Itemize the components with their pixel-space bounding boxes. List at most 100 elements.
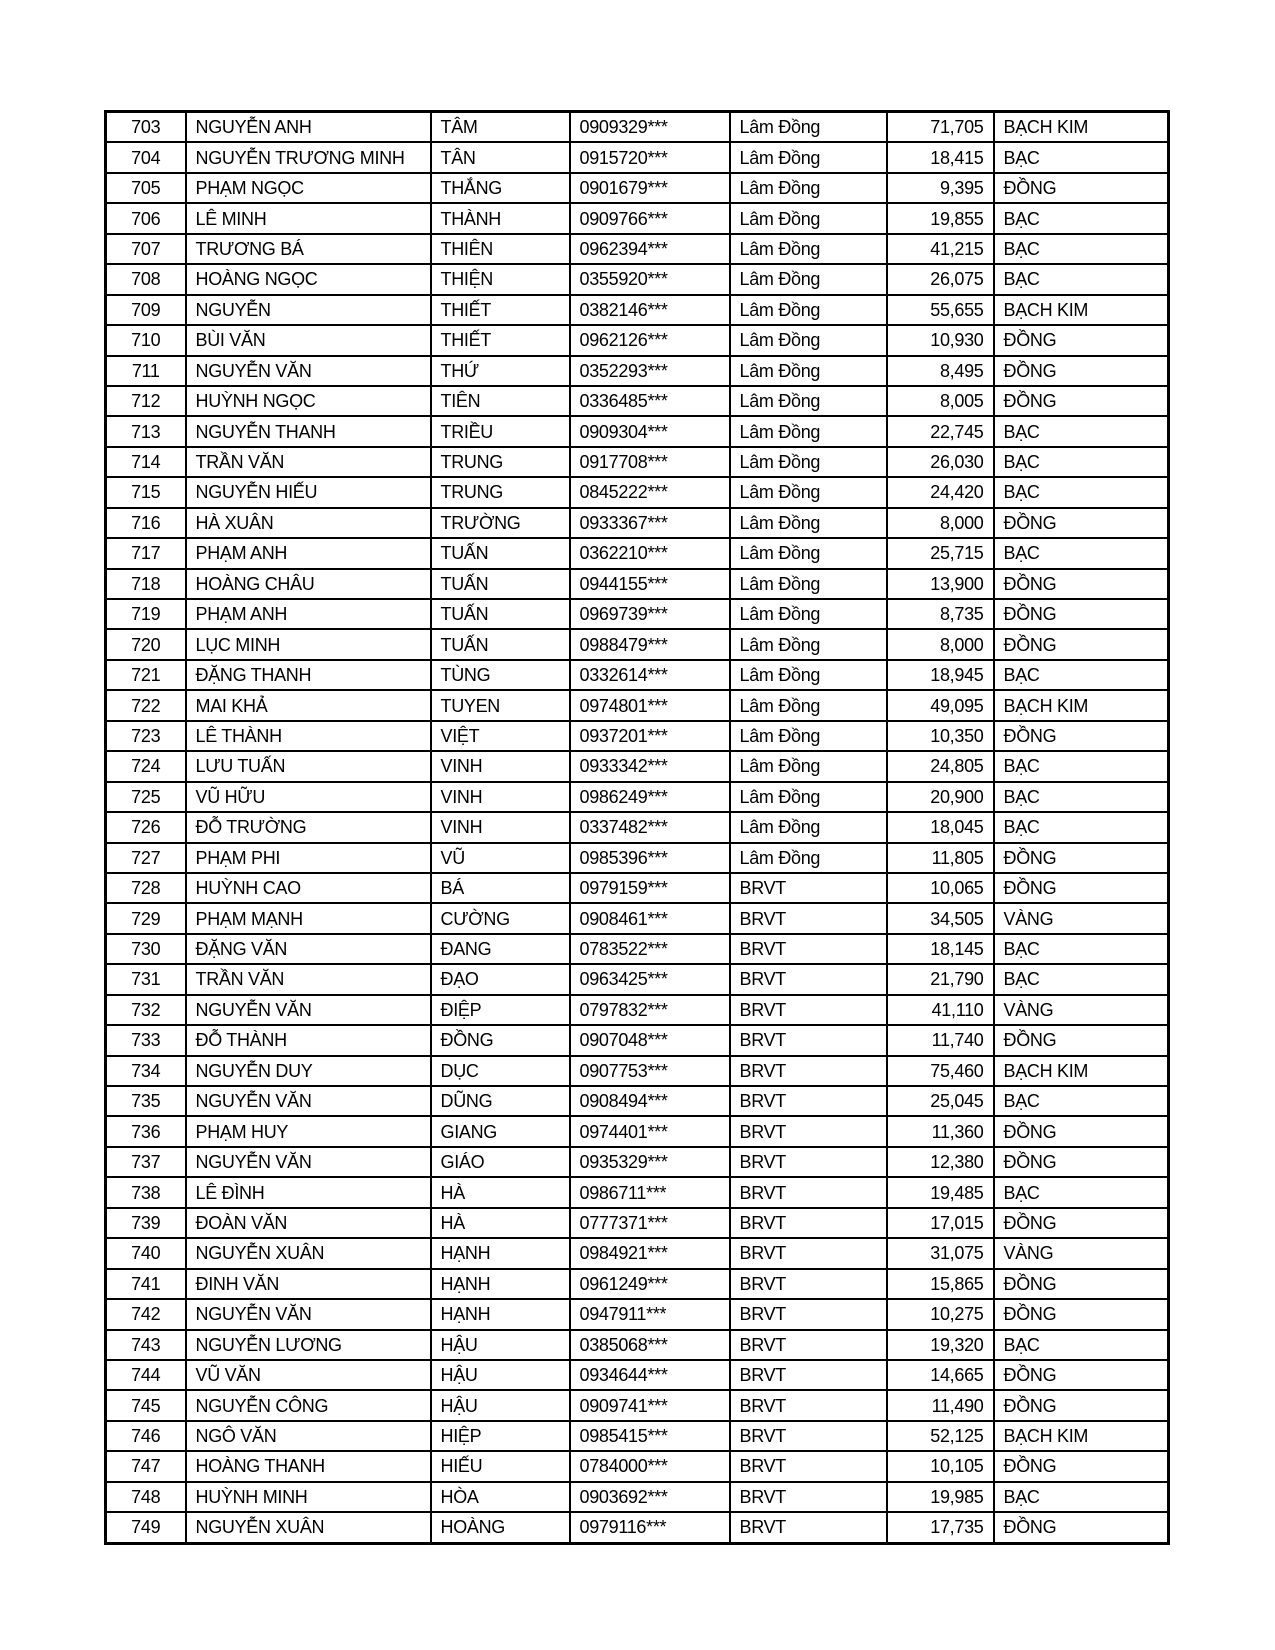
cell-points: 25,715	[885, 537, 995, 570]
cell-index: 708	[104, 263, 187, 296]
cell-province: Lâm Đồng	[728, 141, 888, 174]
table-row: 731 TRẦN VĂN ĐẠO 0963425*** BRVT 21,790 BẠC	[104, 963, 1170, 996]
cell-points: 22,745	[885, 415, 995, 448]
cell-province: BRVT	[728, 1237, 888, 1270]
cell-points: 11,740	[885, 1024, 995, 1057]
cell-points: 75,460	[885, 1054, 995, 1088]
table-row: 727 PHẠM PHI VŨ 0985396*** Lâm Đồng 11,805 ĐỒN…	[104, 841, 1170, 874]
cell-first-name: TIÊN	[429, 384, 571, 418]
cell-last-name: PHẠM ANH	[184, 537, 432, 570]
cell-province: Lâm Đồng	[728, 719, 888, 753]
cell-province: Lâm Đồng	[728, 537, 888, 570]
cell-index: 744	[104, 1358, 187, 1392]
cell-first-name: ĐIỆP	[429, 993, 571, 1027]
table-row: 732 NGUYỄN VĂN ĐIỆP 0797832*** BRVT 41,110 VÀN…	[104, 993, 1170, 1027]
cell-index: 740	[104, 1237, 187, 1270]
cell-phone: 0947911***	[568, 1298, 731, 1331]
cell-points: 8,005	[885, 384, 995, 418]
cell-phone: 0909741***	[568, 1389, 731, 1422]
cell-phone: 0917708***	[568, 445, 731, 479]
cell-tier: VÀNG	[992, 1237, 1170, 1270]
cell-province: Lâm Đồng	[728, 110, 888, 144]
cell-phone: 0937201***	[568, 719, 731, 753]
cell-last-name: LÊ MINH	[184, 202, 432, 235]
cell-points: 10,350	[885, 719, 995, 753]
cell-phone: 0986711***	[568, 1176, 731, 1209]
table-row: 721 ĐẶNG THANH TÙNG 0332614*** Lâm Đồng 18,94…	[104, 658, 1170, 692]
cell-index: 712	[104, 384, 187, 418]
cell-last-name: HUỲNH NGỌC	[184, 384, 432, 418]
cell-phone: 0355920***	[568, 263, 731, 296]
cell-province: BRVT	[728, 1298, 888, 1331]
cell-index: 736	[104, 1115, 187, 1148]
cell-index: 728	[104, 871, 187, 905]
cell-index: 718	[104, 567, 187, 601]
cell-index: 730	[104, 932, 187, 966]
cell-last-name: ĐỖ THÀNH	[184, 1024, 432, 1057]
cell-tier: ĐỒNG	[992, 1450, 1170, 1483]
cell-province: BRVT	[728, 1084, 888, 1118]
cell-phone: 0907753***	[568, 1054, 731, 1088]
table-row: 744 VŨ VĂN HẬU 0934644*** BRVT 14,665 ĐỒNG	[104, 1358, 1170, 1392]
cell-phone: 0784000***	[568, 1450, 731, 1483]
table-row: 712 HUỲNH NGỌC TIÊN 0336485*** Lâm Đồng 8,005…	[104, 384, 1170, 418]
cell-tier: BẠC	[992, 202, 1170, 235]
cell-province: Lâm Đồng	[728, 811, 888, 844]
cell-last-name: PHẠM PHI	[184, 841, 432, 874]
cell-phone: 0337482***	[568, 811, 731, 844]
cell-first-name: THẮNG	[429, 171, 571, 205]
cell-last-name: NGÔ VĂN	[184, 1419, 432, 1453]
cell-province: Lâm Đồng	[728, 202, 888, 235]
cell-province: BRVT	[728, 1480, 888, 1514]
cell-points: 17,015	[885, 1206, 995, 1240]
cell-index: 734	[104, 1054, 187, 1088]
cell-last-name: NGUYỄN TRƯƠNG MINH	[184, 141, 432, 174]
cell-index: 729	[104, 902, 187, 935]
cell-last-name: NGUYỄN LƯƠNG	[184, 1328, 432, 1361]
cell-province: BRVT	[728, 1450, 888, 1483]
cell-province: Lâm Đồng	[728, 841, 888, 874]
table-row: 733 ĐỖ THÀNH ĐỒNG 0907048*** BRVT 11,740 ĐỒNG	[104, 1024, 1170, 1057]
cell-last-name: HOÀNG THANH	[184, 1450, 432, 1483]
table-row: 719 PHẠM ANH TUẤN 0969739*** Lâm Đồng 8,735 ĐỒ…	[104, 597, 1170, 631]
cell-province: Lâm Đồng	[728, 384, 888, 418]
cell-first-name: DỤC	[429, 1054, 571, 1088]
cell-tier: ĐỒNG	[992, 567, 1170, 601]
cell-index: 709	[104, 293, 187, 327]
table-row: 742 NGUYỄN VĂN HẠNH 0947911*** BRVT 10,275 ĐỒN…	[104, 1298, 1170, 1331]
cell-tier: ĐỒNG	[992, 324, 1170, 357]
cell-first-name: TÙNG	[429, 658, 571, 692]
table-row: 706 LÊ MINH THÀNH 0909766*** Lâm Đồng 19,855 B…	[104, 202, 1170, 235]
cell-first-name: VINH	[429, 811, 571, 844]
cell-phone: 0985415***	[568, 1419, 731, 1453]
cell-last-name: NGUYỄN VĂN	[184, 1084, 432, 1118]
cell-phone: 0969739***	[568, 597, 731, 631]
cell-first-name: THÀNH	[429, 202, 571, 235]
cell-phone: 0944155***	[568, 567, 731, 601]
table-row: 707 TRƯƠNG BÁ THIÊN 0962394*** Lâm Đồng 41,21…	[104, 232, 1170, 266]
cell-points: 34,505	[885, 902, 995, 935]
cell-last-name: ĐẶNG VĂN	[184, 932, 432, 966]
cell-phone: 0907048***	[568, 1024, 731, 1057]
cell-tier: ĐỒNG	[992, 1145, 1170, 1179]
cell-first-name: VŨ	[429, 841, 571, 874]
cell-phone: 0909329***	[568, 110, 731, 144]
table-row: 723 LÊ THÀNH VIỆT 0937201*** Lâm Đồng 10,350 Đ…	[104, 719, 1170, 753]
cell-last-name: HUỲNH MINH	[184, 1480, 432, 1514]
table-row: 713 NGUYỄN THANH TRIỀU 0909304*** Lâm Đồng 22…	[104, 415, 1170, 448]
cell-first-name: THIỆN	[429, 263, 571, 296]
table-row: 714 TRẦN VĂN TRUNG 0917708*** Lâm Đồng 26,030…	[104, 445, 1170, 479]
cell-index: 733	[104, 1024, 187, 1057]
cell-last-name: BÙI VĂN	[184, 324, 432, 357]
cell-province: BRVT	[728, 963, 888, 996]
cell-index: 714	[104, 445, 187, 479]
cell-tier: ĐỒNG	[992, 597, 1170, 631]
cell-province: BRVT	[728, 1024, 888, 1057]
table-row: 705 PHẠM NGỌC THẮNG 0901679*** Lâm Đồng 9,395…	[104, 171, 1170, 205]
cell-points: 10,930	[885, 324, 995, 357]
cell-points: 8,735	[885, 597, 995, 631]
cell-phone: 0979116***	[568, 1511, 731, 1545]
cell-phone: 0988479***	[568, 628, 731, 661]
cell-phone: 0979159***	[568, 871, 731, 905]
